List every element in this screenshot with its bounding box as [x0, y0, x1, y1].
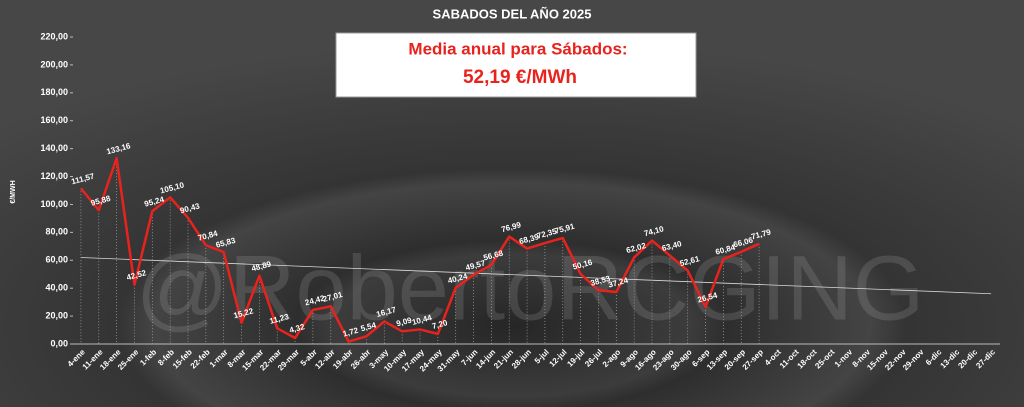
summary-label: Media anual para Sábados:	[408, 39, 627, 58]
summary-value: 52,19 €/MWh	[463, 67, 577, 88]
y-axis-label: €/MWH	[10, 180, 17, 203]
y-tick-label: 20,00	[45, 310, 68, 320]
watermark: @RobertoRCGING	[136, 237, 925, 339]
y-tick-label: 0,00	[50, 338, 68, 348]
y-tick-label: 100,00	[40, 199, 68, 209]
data-label: 7,20	[431, 318, 449, 331]
data-label: 4,32	[288, 322, 306, 335]
chart-title: SABADOS DEL AÑO 2025	[433, 6, 592, 21]
trendline	[80, 257, 992, 295]
data-label: 1,72	[342, 326, 360, 339]
y-tick-label: 40,00	[45, 283, 68, 293]
y-tick-label: 60,00	[45, 255, 68, 265]
y-tick-label: 200,00	[40, 59, 68, 69]
data-label: 5,54	[360, 320, 378, 333]
data-label: 9,09	[395, 315, 413, 328]
y-tick-label: 80,00	[45, 227, 68, 237]
y-tick-label: 160,00	[40, 115, 68, 125]
y-tick-label: 220,00	[40, 31, 68, 41]
summary-box	[335, 32, 697, 98]
series-line	[79, 156, 760, 343]
y-tick-label: 120,00	[40, 171, 68, 181]
y-tick-label: 180,00	[40, 87, 68, 97]
y-tick-label: 140,00	[40, 143, 68, 153]
